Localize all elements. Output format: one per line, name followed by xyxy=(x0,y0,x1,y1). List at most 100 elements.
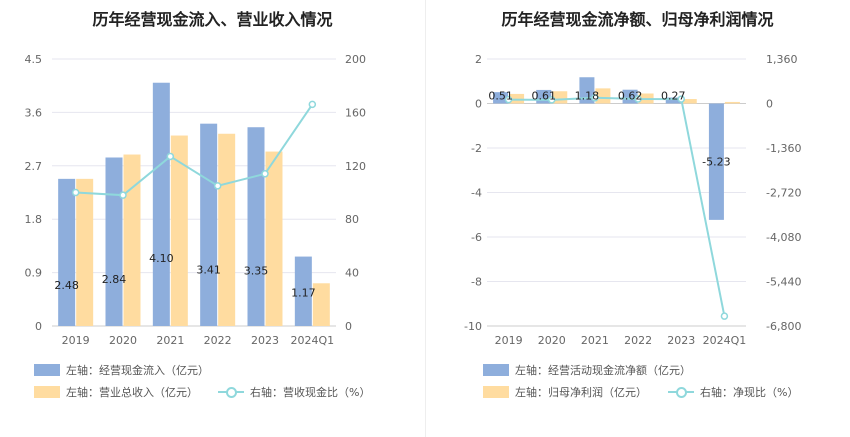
chart-title: 历年经营现金流入、营业收入情况 xyxy=(92,10,333,29)
data-label: 2.84 xyxy=(102,273,127,286)
y-right-tick-label: 80 xyxy=(345,213,359,226)
ratio-point xyxy=(308,100,317,109)
x-tick-label: 2023 xyxy=(251,334,279,347)
bar-secondary xyxy=(265,151,283,326)
ratio-point xyxy=(71,188,80,197)
y-right-tick-label: 1,360 xyxy=(766,53,798,66)
ratio-line xyxy=(508,96,726,317)
bar-secondary xyxy=(724,101,740,104)
legend-label: 左轴：经营现金流入（亿元） xyxy=(66,364,209,377)
y-left-tick-label: 0 xyxy=(35,320,42,333)
y-right-tick-label: 0 xyxy=(345,320,352,333)
ratio-point xyxy=(634,95,642,103)
ratio-point xyxy=(548,96,556,104)
y-right-tick-label: 200 xyxy=(345,53,366,66)
bar-primary xyxy=(665,97,681,104)
data-label: 0.51 xyxy=(488,90,512,103)
data-label: 3.35 xyxy=(244,264,269,277)
chart-panel-cash-inflow: 历年经营现金流入、营业收入情况 0 0.9 1.8 2.7 3.6 4.5 0 40 80 120… xyxy=(25,10,371,400)
y-left-tick-label: 1.8 xyxy=(25,213,43,226)
ratio-point xyxy=(166,152,175,161)
y-left-tick-label: -8 xyxy=(471,276,482,289)
bar-primary xyxy=(493,92,509,104)
bar-primary xyxy=(622,89,638,104)
y-left-tick-label: 0 xyxy=(475,98,482,111)
bar-primary xyxy=(579,77,595,104)
x-tick-label: 2019 xyxy=(495,334,523,347)
legend-item-net-profit[interactable]: 左轴：归母净利润（亿元） xyxy=(483,384,647,400)
bar-primary xyxy=(294,256,312,326)
legend-swatch-bar xyxy=(483,386,509,398)
ratio-point xyxy=(504,95,513,104)
data-label: 0.61 xyxy=(532,90,557,103)
y-right-tick-label: 40 xyxy=(345,267,359,280)
x-tick-label: 2023 xyxy=(667,334,695,347)
bar-secondary xyxy=(218,133,236,326)
bar-primary xyxy=(58,178,76,326)
x-tick-label: 2020 xyxy=(538,334,566,347)
bar-secondary xyxy=(681,99,697,104)
y-left-tick-label: 4.5 xyxy=(25,53,43,66)
chart-plot-net-cash-flow: -10 -8 -6 -4 -2 0 2 -6,800 -5,440 -4,080 -2,720 -1,… xyxy=(464,53,801,347)
ratio-point xyxy=(261,170,269,178)
data-label: 1.17 xyxy=(291,287,316,300)
bar-secondary xyxy=(312,283,330,326)
x-tick-label: 2022 xyxy=(624,334,652,347)
y-left-tick-label: -10 xyxy=(464,320,482,333)
ratio-point xyxy=(591,94,599,102)
bar-primary xyxy=(152,82,170,326)
y-left-tick-label: -4 xyxy=(471,187,482,200)
y-right-tick-label: -1,360 xyxy=(766,142,801,155)
y-left-tick-label: 0.9 xyxy=(25,267,43,280)
y-right-tick-label: -6,800 xyxy=(766,320,801,333)
legend-swatch-line xyxy=(218,386,244,398)
bar-primary xyxy=(105,157,123,326)
y-right-tick-label: 120 xyxy=(345,160,366,173)
legend-item-revenue-cash-ratio[interactable]: 右轴：营收现金比（%） xyxy=(218,384,370,400)
x-tick-label: 2020 xyxy=(109,334,137,347)
legend-label: 左轴：经营活动现金流净额（亿元） xyxy=(515,364,691,377)
legend-label: 右轴：营收现金比（%） xyxy=(250,386,371,399)
legend-item-cash-inflow[interactable]: 左轴：经营现金流入（亿元） xyxy=(34,362,209,378)
legend-item-revenue[interactable]: 左轴：营业总收入（亿元） xyxy=(34,384,198,400)
legend-item-net-cash-flow[interactable]: 左轴：经营活动现金流净额（亿元） xyxy=(483,362,691,378)
ratio-point xyxy=(720,312,729,320)
y-right-tick-label: -5,440 xyxy=(766,276,801,289)
x-tick-label: 2024Q1 xyxy=(703,334,747,347)
chart-title: 历年经营现金流净额、归母净利润情况 xyxy=(501,10,774,29)
y-right-tick-label: -2,720 xyxy=(766,187,801,200)
y-left-tick-label: 2.7 xyxy=(25,160,43,173)
ratio-point xyxy=(677,95,685,103)
bar-primary xyxy=(708,103,724,220)
data-label: -5.23 xyxy=(702,156,730,169)
legend-swatch-bar xyxy=(483,364,509,376)
data-label: 0.27 xyxy=(661,90,686,103)
ratio-line xyxy=(75,103,314,197)
bar-primary xyxy=(247,127,265,326)
chart-panel-net-cash-flow: 历年经营现金流净额、归母净利润情况 -10 -8 -6 -4 -2 0 2 -6,800 -5,… xyxy=(425,0,850,437)
x-tick-label: 2021 xyxy=(156,334,184,347)
data-label: 2.48 xyxy=(54,279,79,292)
data-label: 4.10 xyxy=(149,252,174,265)
legend-swatch-bar xyxy=(34,386,60,398)
y-left-tick-label: 2 xyxy=(475,53,482,66)
chart-plot-cash-inflow: 0 0.9 1.8 2.7 3.6 4.5 0 40 80 120 160 200 2019 2020 20… xyxy=(25,53,367,347)
x-tick-label: 2019 xyxy=(62,334,90,347)
legend-swatch-bar xyxy=(34,364,60,376)
x-tick-label: 2024Q1 xyxy=(291,334,335,347)
bar-secondary xyxy=(595,88,611,104)
legend-label: 左轴：归母净利润（亿元） xyxy=(515,386,647,399)
legend-swatch-line xyxy=(668,386,694,398)
bar-secondary xyxy=(123,154,141,326)
panel-divider xyxy=(425,0,426,437)
ratio-point xyxy=(213,182,222,190)
y-right-tick-label: -4,080 xyxy=(766,231,801,244)
bar-secondary xyxy=(170,135,188,326)
legend-item-net-cash-ratio[interactable]: 右轴：净现比（%） xyxy=(668,384,798,400)
data-label: 3.41 xyxy=(196,263,221,276)
legend-label: 右轴：净现比（%） xyxy=(700,386,799,399)
bar-primary xyxy=(200,123,218,326)
y-left-tick-label: -2 xyxy=(471,142,482,155)
ratio-point xyxy=(119,191,127,199)
data-label: 0.62 xyxy=(618,90,643,103)
